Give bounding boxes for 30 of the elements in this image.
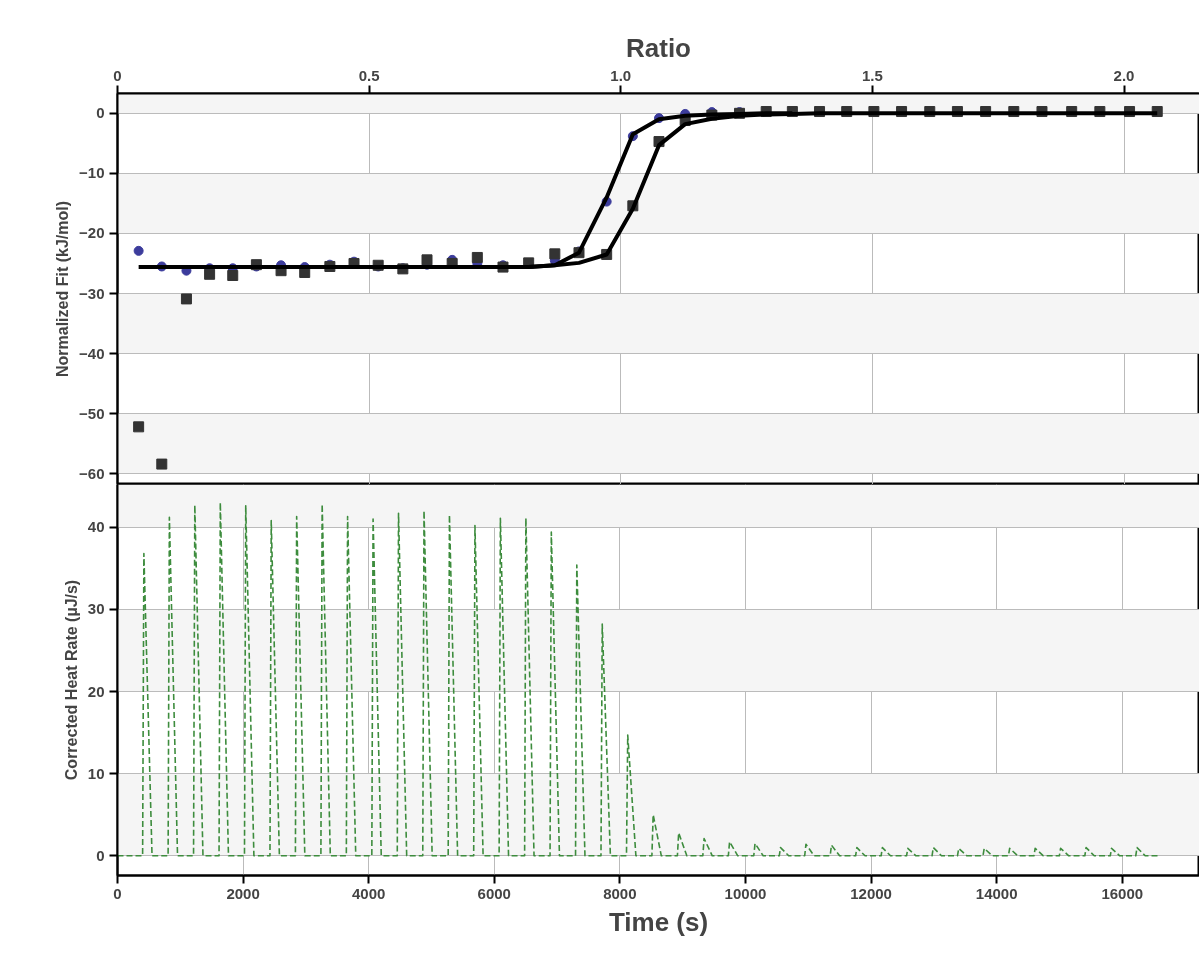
y-tick-label: −30 (79, 284, 105, 302)
y-axis-title: Normalized Fit (kJ/mol) (54, 200, 72, 378)
y-tick-label: 0 (96, 846, 105, 864)
x-tick-label: 14000 (975, 884, 1018, 902)
x-tick-label: 0.5 (358, 66, 380, 84)
x-tick-label: 16000 (1101, 884, 1144, 902)
y-tick-label: −50 (79, 404, 105, 422)
y-axis-title: Corrected Heat Rate (µJ/s) (62, 579, 80, 781)
x-axis-title: Time (s) (608, 906, 709, 937)
y-tick-label: 0 (96, 104, 105, 122)
x-tick-label: 2000 (226, 884, 260, 902)
x-tick-label: 0 (113, 66, 122, 84)
y-tick-label: −10 (79, 164, 105, 182)
x-tick-label: 12000 (850, 884, 892, 902)
x-tick-label: 4000 (352, 884, 386, 902)
x-tick-label: 1.0 (610, 66, 632, 84)
x-tick-label: 2.0 (1113, 66, 1135, 84)
y-tick-label: 20 (87, 682, 105, 700)
x-axis-title: Ratio (626, 32, 691, 63)
y-tick-label: −20 (79, 224, 105, 242)
y-tick-label: 30 (87, 600, 105, 618)
y-tick-label: 10 (87, 764, 105, 782)
x-tick-label: 1.5 (861, 66, 883, 84)
y-tick-label: −40 (79, 344, 105, 362)
y-tick-label: −60 (79, 464, 105, 482)
x-tick-label: 10000 (724, 884, 767, 902)
x-tick-label: 6000 (477, 884, 511, 902)
y-tick-label: 40 (87, 518, 105, 536)
x-tick-label: 0 (113, 884, 122, 902)
x-tick-label: 8000 (603, 884, 637, 902)
